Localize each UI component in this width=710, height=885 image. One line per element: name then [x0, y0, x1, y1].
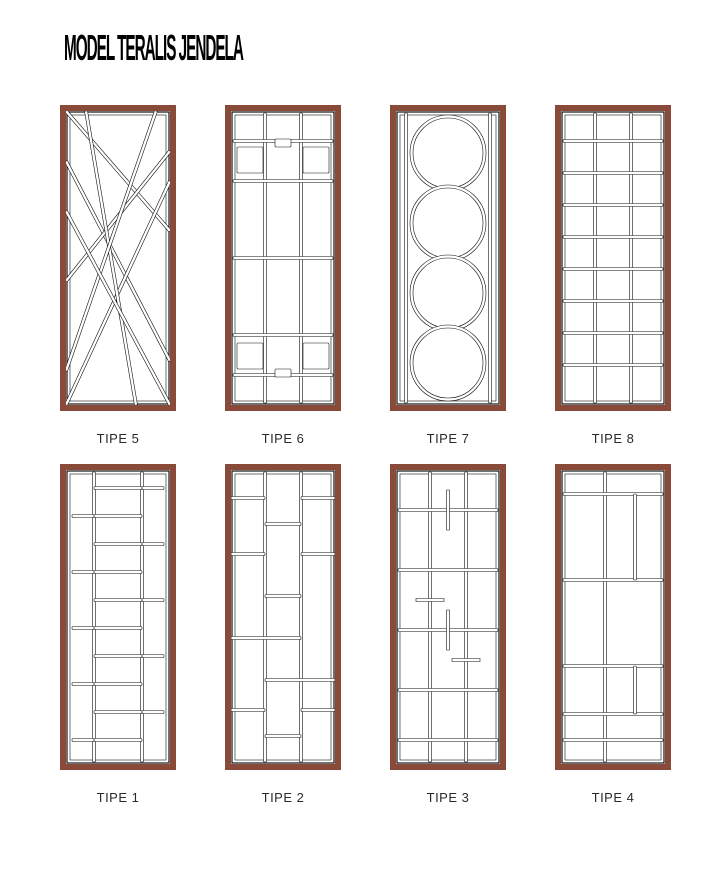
window-frame [225, 464, 341, 770]
window-frame [60, 464, 176, 770]
panel-caption: TIPE 4 [592, 790, 635, 805]
grille-mondrian [561, 470, 665, 764]
window-frame [555, 105, 671, 411]
window-frame [555, 464, 671, 770]
grille-diagonals [66, 111, 170, 405]
panel-tipe3: TIPE 3 [378, 464, 518, 805]
panel-tipe6: TIPE 6 [213, 105, 353, 446]
page-title: MODEL TERALIS JENDELA [64, 28, 243, 70]
window-frame [225, 105, 341, 411]
panel-caption: TIPE 2 [262, 790, 305, 805]
window-frame [390, 464, 506, 770]
panel-tipe5: TIPE 5 [48, 105, 188, 446]
panel-tipe4: TIPE 4 [543, 464, 683, 805]
panel-caption: TIPE 7 [427, 431, 470, 446]
grille-squares-notch [231, 111, 335, 405]
panel-caption: TIPE 5 [97, 431, 140, 446]
panel-tipe8: TIPE 8 [543, 105, 683, 446]
panel-caption: TIPE 1 [97, 790, 140, 805]
window-frame [390, 105, 506, 411]
grille-grid-boxes [561, 111, 665, 405]
panel-grid: TIPE 5 TIPE 6 TIPE 7 TIPE 8 TIPE 1 TIPE 2 TIPE… [48, 105, 683, 805]
grille-circles [396, 111, 500, 405]
panel-tipe7: TIPE 7 [378, 105, 518, 446]
panel-tipe1: TIPE 1 [48, 464, 188, 805]
panel-caption: TIPE 3 [427, 790, 470, 805]
window-frame [60, 105, 176, 411]
grille-ladder-stubs [66, 470, 170, 764]
grille-maze [231, 470, 335, 764]
grille-t-lines [396, 470, 500, 764]
panel-tipe2: TIPE 2 [213, 464, 353, 805]
panel-caption: TIPE 6 [262, 431, 305, 446]
panel-caption: TIPE 8 [592, 431, 635, 446]
